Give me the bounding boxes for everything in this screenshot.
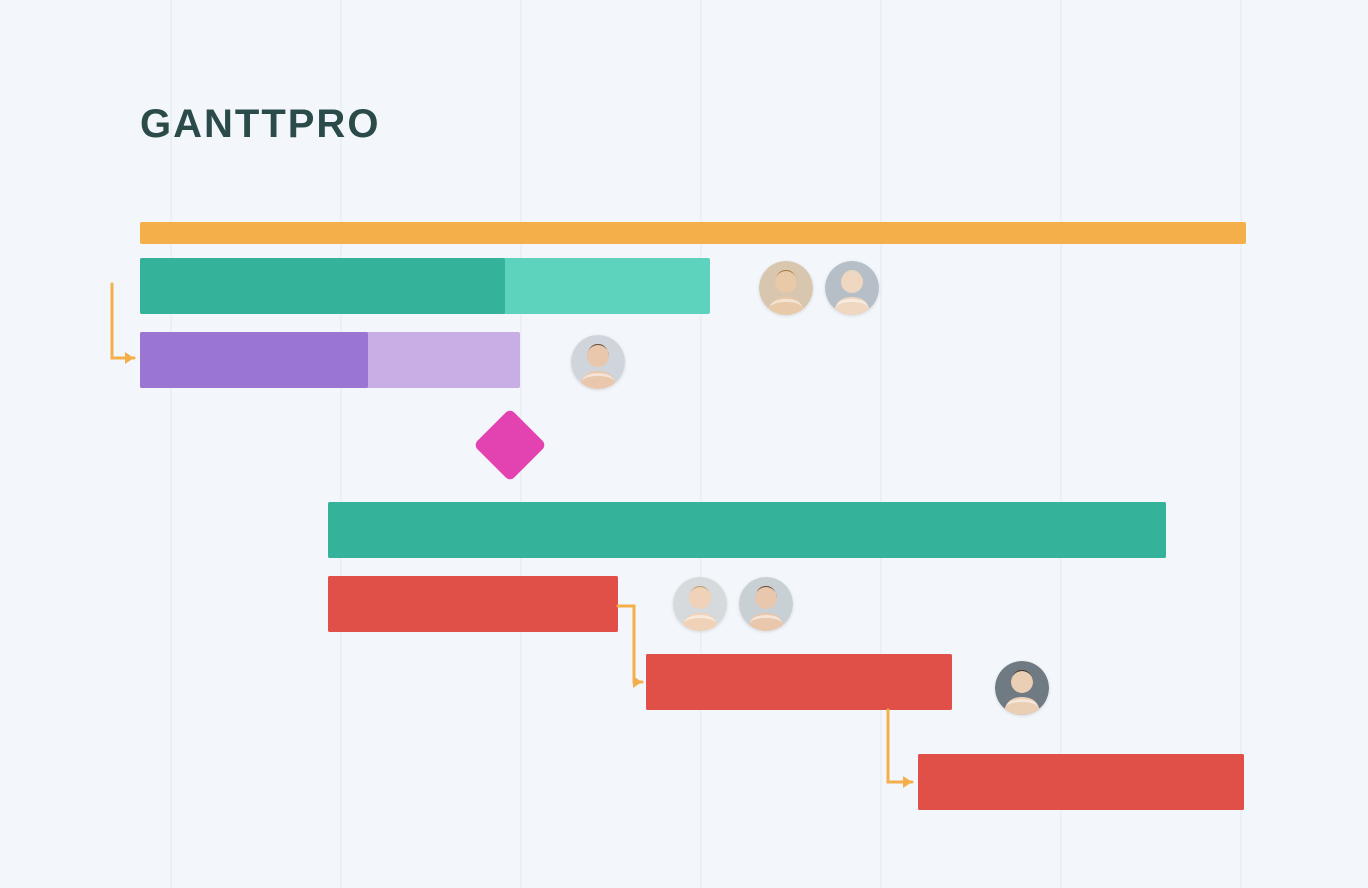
dependency-arrow	[888, 710, 912, 782]
dependency-arrowhead-icon	[633, 676, 642, 688]
assignee-avatar[interactable]	[759, 261, 813, 315]
avatar-placeholder-icon	[995, 661, 1049, 715]
logo-text: GANTTPRO	[140, 102, 380, 147]
gantt-task-bar[interactable]	[140, 258, 710, 314]
avatar-placeholder-icon	[825, 261, 879, 315]
dependency-arrowhead-icon	[903, 776, 912, 788]
gridline	[880, 0, 882, 888]
gantt-task-bar[interactable]	[646, 654, 952, 710]
gantt-summary-bar[interactable]	[140, 222, 1246, 244]
assignee-avatar[interactable]	[825, 261, 879, 315]
assignee-avatar[interactable]	[995, 661, 1049, 715]
gantt-task-progress	[140, 332, 368, 388]
gantt-task-progress	[328, 576, 618, 632]
gantt-task-bar[interactable]	[328, 576, 618, 632]
avatar-placeholder-icon	[571, 335, 625, 389]
assignee-avatar[interactable]	[739, 577, 793, 631]
gantt-task-progress	[140, 258, 505, 314]
gantt-task-progress	[328, 502, 1166, 558]
gantt-task-progress	[918, 754, 1244, 810]
gantt-milestone[interactable]	[473, 408, 547, 482]
gantt-task-bar[interactable]	[140, 332, 520, 388]
avatar-placeholder-icon	[739, 577, 793, 631]
gantt-canvas: GANTTPRO	[0, 0, 1368, 888]
gantt-task-bar[interactable]	[328, 502, 1166, 558]
gantt-task-bar[interactable]	[918, 754, 1244, 810]
dependency-arrow	[618, 606, 642, 682]
gridline	[700, 0, 702, 888]
assignee-avatar[interactable]	[673, 577, 727, 631]
gantt-task-progress	[646, 654, 952, 710]
assignee-avatar[interactable]	[571, 335, 625, 389]
avatar-placeholder-icon	[759, 261, 813, 315]
dependency-arrowhead-icon	[125, 352, 134, 364]
avatar-placeholder-icon	[673, 577, 727, 631]
dependency-arrow	[112, 284, 134, 358]
